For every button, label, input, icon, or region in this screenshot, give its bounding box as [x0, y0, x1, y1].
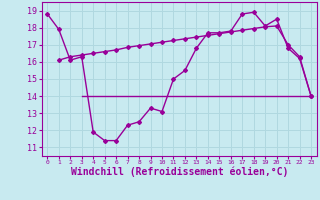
X-axis label: Windchill (Refroidissement éolien,°C): Windchill (Refroidissement éolien,°C) [70, 167, 288, 177]
